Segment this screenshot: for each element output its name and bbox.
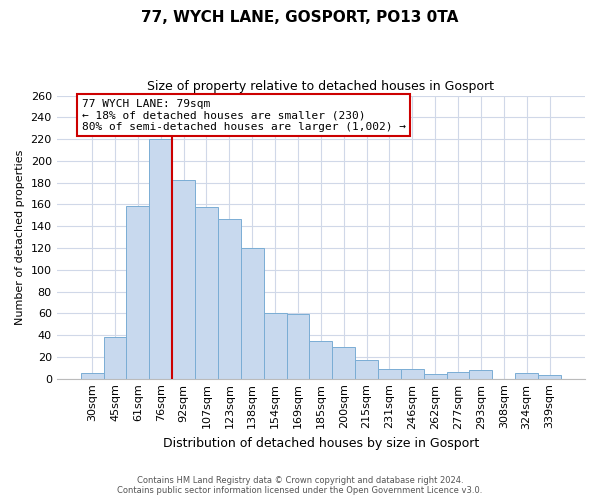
Bar bbox=[310, 340, 332, 378]
Bar bbox=[355, 360, 378, 378]
Bar bbox=[469, 370, 493, 378]
Bar bbox=[538, 376, 561, 378]
Bar bbox=[378, 369, 401, 378]
Bar bbox=[287, 314, 310, 378]
Text: 77, WYCH LANE, GOSPORT, PO13 0TA: 77, WYCH LANE, GOSPORT, PO13 0TA bbox=[142, 10, 458, 25]
Bar bbox=[127, 206, 149, 378]
X-axis label: Distribution of detached houses by size in Gosport: Distribution of detached houses by size … bbox=[163, 437, 479, 450]
Text: Contains HM Land Registry data © Crown copyright and database right 2024.
Contai: Contains HM Land Registry data © Crown c… bbox=[118, 476, 482, 495]
Bar bbox=[218, 218, 241, 378]
Bar bbox=[172, 180, 195, 378]
Bar bbox=[80, 373, 104, 378]
Title: Size of property relative to detached houses in Gosport: Size of property relative to detached ho… bbox=[148, 80, 494, 93]
Text: 77 WYCH LANE: 79sqm
← 18% of detached houses are smaller (230)
80% of semi-detac: 77 WYCH LANE: 79sqm ← 18% of detached ho… bbox=[82, 99, 406, 132]
Bar bbox=[401, 369, 424, 378]
Bar bbox=[104, 338, 127, 378]
Bar bbox=[241, 248, 263, 378]
Bar bbox=[263, 314, 287, 378]
Bar bbox=[446, 372, 469, 378]
Bar bbox=[195, 206, 218, 378]
Bar bbox=[332, 347, 355, 378]
Bar bbox=[424, 374, 446, 378]
Bar bbox=[149, 139, 172, 378]
Bar bbox=[515, 373, 538, 378]
Y-axis label: Number of detached properties: Number of detached properties bbox=[15, 150, 25, 325]
